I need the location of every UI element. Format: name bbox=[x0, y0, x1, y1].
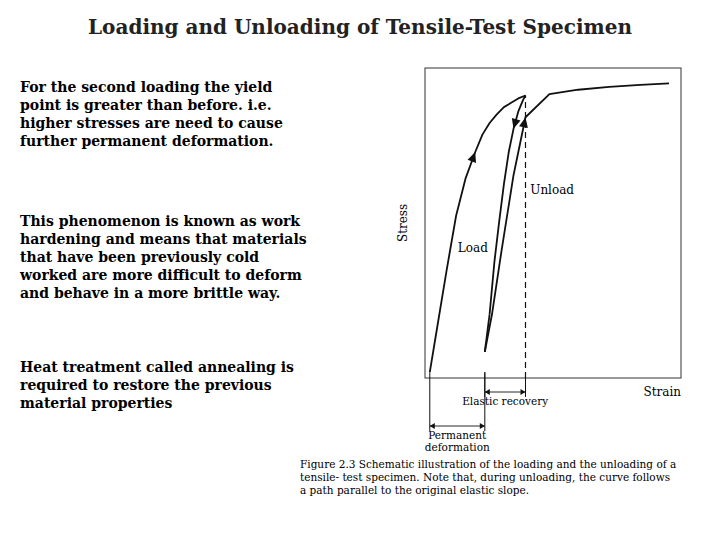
text-block: For the second loading the yield point is… bbox=[20, 79, 283, 149]
text-block: Heat treatment called annealing is requir… bbox=[20, 359, 294, 411]
curve bbox=[525, 96, 526, 378]
dimension-extension bbox=[429, 372, 430, 431]
text-block-line: worked are more difficult to deform bbox=[19, 267, 302, 283]
curve bbox=[485, 83, 669, 352]
dimension-label: Elastic recovery bbox=[462, 395, 548, 407]
title: Loading and Unloading of Tensile-Test Sp… bbox=[88, 15, 632, 39]
annotation: Unload bbox=[530, 183, 574, 197]
text-block-line: hardening and means that materials bbox=[20, 231, 307, 247]
dimension-line bbox=[430, 426, 485, 427]
caption-line: tensile- test specimen. Note that, durin… bbox=[300, 471, 670, 483]
y-axis-label: Stress bbox=[396, 204, 410, 242]
text-block: This phenomenon is known as work hardenin… bbox=[19, 213, 307, 301]
direction-arrow bbox=[519, 117, 528, 128]
caption-line: Figure 2.3 Schematic illustration of the… bbox=[300, 458, 676, 470]
direction-arrow bbox=[512, 118, 521, 129]
text-block-line: that have been previously cold bbox=[20, 249, 259, 265]
text-block-line: Heat treatment called annealing is bbox=[20, 359, 294, 375]
text-block-line: This phenomenon is known as work bbox=[20, 213, 300, 229]
curve bbox=[490, 96, 526, 315]
dimension-label-line: Permanent bbox=[428, 429, 487, 441]
dimension-line bbox=[485, 392, 526, 393]
series-group bbox=[430, 83, 669, 378]
plot-frame bbox=[425, 68, 681, 378]
x-axis-label: Strain bbox=[644, 385, 682, 399]
text-block-line: point is greater than before. i.e. bbox=[20, 97, 272, 113]
dimension-label-line: Elastic recovery bbox=[462, 395, 548, 407]
dimension-extension bbox=[525, 372, 526, 397]
text-block-line: required to restore the previous bbox=[20, 377, 272, 393]
annotation: Load bbox=[458, 241, 488, 255]
curve bbox=[430, 96, 526, 373]
caption: Figure 2.3 Schematic illustration of the… bbox=[300, 458, 676, 496]
dimension-label: Permanentdeformation bbox=[425, 429, 490, 453]
arrow-group bbox=[468, 117, 528, 163]
dimension-label-line: deformation bbox=[425, 441, 490, 453]
text-block-line: For the second loading the yield bbox=[20, 79, 272, 95]
text-block-line: and behave in a more brittle way. bbox=[20, 285, 280, 301]
chart: Loading and Unloading of Tensile-Test Sp… bbox=[0, 0, 720, 540]
caption-line: a path parallel to the original elastic … bbox=[300, 484, 529, 496]
direction-arrow bbox=[468, 152, 476, 163]
text-block-line: further permanent deformation. bbox=[20, 133, 273, 149]
dimension-extension bbox=[484, 372, 485, 431]
text-block-line: higher stresses are need to cause bbox=[20, 115, 283, 131]
text-block-line: material properties bbox=[20, 395, 172, 411]
